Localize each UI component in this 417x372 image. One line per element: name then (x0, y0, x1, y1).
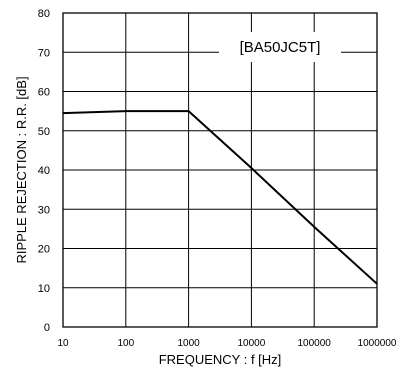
y-tick-label: 0 (44, 322, 50, 334)
x-tick-label: 10 (57, 338, 69, 349)
annotation-box (219, 32, 341, 62)
y-tick-label: 40 (38, 165, 50, 177)
series-group (62, 110, 378, 285)
x-tick-label: 100000 (298, 338, 332, 349)
y-tick-label: 30 (38, 204, 50, 216)
chart-annotation: [BA50JC5T] (240, 39, 321, 56)
y-axis-title: RIPPLE REJECTION : R.R. [dB] (14, 76, 29, 263)
y-tick-label: 70 (38, 47, 50, 59)
x-tick-label: 100 (117, 338, 134, 349)
plot-frame (62, 12, 378, 328)
x-tick-label: 1000000 (358, 338, 397, 349)
y-tick-label: 80 (38, 8, 50, 20)
x-tick-label: 10000 (237, 338, 265, 349)
series-line (62, 110, 378, 285)
tick-labels: 10 100 1000 10000 100000 1000000 0 10 20 30 40 50 60… (38, 8, 397, 349)
y-tick-label: 50 (38, 126, 50, 138)
y-tick-label: 20 (38, 244, 50, 256)
y-tick-label: 10 (38, 283, 50, 295)
x-tick-label: 1000 (177, 338, 200, 349)
x-axis-title: FREQUENCY : f [Hz] (159, 352, 282, 367)
y-tick-label: 60 (38, 87, 50, 99)
